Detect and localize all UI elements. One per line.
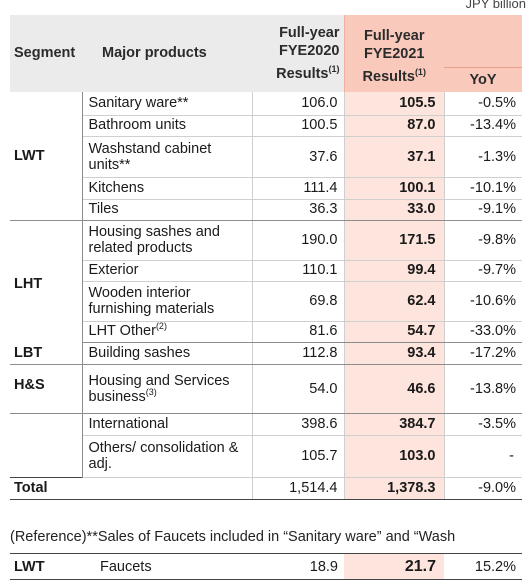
- table-row: LBT Building sashes 112.8 93.4 -17.2%: [10, 342, 522, 365]
- table-row: Others/ consolidation & adj. 105.7 103.0…: [10, 435, 522, 478]
- segment-blank: [10, 413, 83, 477]
- total-empty: [82, 476, 252, 500]
- fy2020-value: 54.0: [251, 364, 344, 414]
- table-row: Kitchens 111.4 100.1 -10.1%: [10, 177, 522, 200]
- fy2021-value: 384.7: [343, 413, 444, 436]
- product-name: LHT Other(2): [82, 321, 252, 343]
- reference-product: Faucets: [82, 553, 252, 580]
- yoy-value: -13.8%: [443, 364, 522, 414]
- product-name: Exterior: [82, 260, 252, 282]
- header-yoy: YoY: [444, 15, 522, 92]
- table-row: Washstand cabinet units** 37.6 37.1 -1.3…: [10, 136, 522, 178]
- fy2021-value: 37.1: [343, 136, 444, 178]
- fy2021-value: 46.6: [343, 364, 444, 414]
- table-row: H&S Housing and Services business(3) 54.…: [10, 364, 522, 414]
- fy2021-value: 93.4: [343, 342, 444, 365]
- table-row: Wooden interior furnishing materials 69.…: [10, 281, 522, 322]
- total-yoy: -9.0%: [443, 476, 522, 500]
- product-name: Kitchens: [82, 177, 252, 200]
- fy2020-value: 105.7: [251, 435, 344, 478]
- table-row: Exterior 110.1 99.4 -9.7%: [10, 260, 522, 282]
- fy2020-value: 106.0: [251, 92, 344, 116]
- sales-table: Segment Major products Full-year FYE2020…: [10, 15, 522, 500]
- yoy-value: -10.6%: [443, 281, 522, 322]
- header-fy2020: Full-year FYE2020 Results(1): [252, 15, 344, 92]
- segment-hs: H&S: [10, 364, 83, 414]
- product-name: International: [82, 413, 252, 436]
- yoy-value: -10.1%: [443, 177, 522, 200]
- product-name: Housing and Services business(3): [82, 364, 252, 414]
- yoy-value: -3.5%: [443, 413, 522, 436]
- table-row: International 398.6 384.7 -3.5%: [10, 413, 522, 477]
- fy2020-value: 36.3: [251, 199, 344, 221]
- unit-label: JPY billion: [465, 0, 526, 11]
- product-name: Bathroom units: [82, 115, 252, 137]
- reference-row: LWT Faucets 18.9 21.7 15.2%: [10, 553, 522, 580]
- yoy-value: -0.5%: [443, 92, 522, 116]
- fy2021-value: 105.5: [343, 92, 444, 116]
- fy2021-value: 103.0: [343, 435, 444, 478]
- reference-table: LWT Faucets 18.9 21.7 15.2%: [10, 553, 522, 580]
- product-name: Wooden interior furnishing materials: [82, 281, 252, 322]
- total-fy2020: 1,514.4: [251, 476, 344, 500]
- segment-lbt: LBT: [10, 342, 83, 365]
- header-fy2021: Full-year FYE2021 Results(1): [343, 15, 444, 92]
- fy2021-value: 87.0: [343, 115, 444, 137]
- segment-lwt: LWT: [10, 92, 83, 220]
- yoy-value: -17.2%: [443, 342, 522, 365]
- fy2020-value: 112.8: [251, 342, 344, 365]
- fy2021-value: 62.4: [343, 281, 444, 322]
- fy2020-value: 81.6: [251, 321, 344, 343]
- product-name: Building sashes: [82, 342, 252, 365]
- reference-note: (Reference)**Sales of Faucets included i…: [10, 529, 456, 545]
- reference-segment: LWT: [10, 553, 82, 580]
- table-row: Tiles 36.3 33.0 -9.1%: [10, 199, 522, 221]
- fy2021-value: 100.1: [343, 177, 444, 200]
- fy2020-value: 69.8: [251, 281, 344, 322]
- fy2021-value: 54.7: [343, 321, 444, 343]
- header-row: Segment Major products Full-year FYE2020…: [10, 15, 522, 92]
- header-segment: Segment: [10, 15, 82, 92]
- fy2021-value: 99.4: [343, 260, 444, 282]
- fy2021-value: 171.5: [343, 220, 444, 261]
- yoy-value: -13.4%: [443, 115, 522, 137]
- product-name: Tiles: [82, 199, 252, 221]
- table-row: LHT Other(2) 81.6 54.7 -33.0%: [10, 321, 522, 343]
- yoy-value: -9.1%: [443, 199, 522, 221]
- reference-fy2021: 21.7: [344, 553, 444, 580]
- segment-lht: LHT: [10, 219, 83, 342]
- table-row: LWT Sanitary ware** 106.0 105.5 -0.5%: [10, 92, 522, 220]
- product-name: Washstand cabinet units**: [82, 136, 252, 178]
- total-row: Total 1,514.4 1,378.3 -9.0%: [10, 476, 522, 500]
- fy2020-value: 111.4: [251, 177, 344, 200]
- table-row: Bathroom units 100.5 87.0 -13.4%: [10, 115, 522, 137]
- header-products: Major products: [82, 15, 252, 92]
- yoy-value: -9.7%: [443, 260, 522, 282]
- fy2021-value: 33.0: [343, 199, 444, 221]
- total-label: Total: [10, 476, 82, 500]
- fy2020-value: 37.6: [251, 136, 344, 178]
- fy2020-value: 110.1: [251, 260, 344, 282]
- fy2020-value: 190.0: [251, 220, 344, 261]
- fy2020-value: 398.6: [251, 413, 344, 436]
- table-row: LHT Housing sashes and related products …: [10, 219, 522, 342]
- yoy-value: -33.0%: [443, 321, 522, 343]
- product-name: Housing sashes and related products: [82, 220, 252, 261]
- yoy-value: -1.3%: [443, 136, 522, 178]
- product-name: Others/ consolidation & adj.: [82, 435, 252, 478]
- reference-yoy: 15.2%: [444, 553, 522, 580]
- product-name: Sanitary ware**: [82, 92, 252, 116]
- yoy-value: -9.8%: [443, 220, 522, 261]
- total-fy2021: 1,378.3: [343, 476, 444, 500]
- yoy-value: -: [443, 435, 522, 478]
- reference-fy2020: 18.9: [252, 553, 344, 580]
- fy2020-value: 100.5: [251, 115, 344, 137]
